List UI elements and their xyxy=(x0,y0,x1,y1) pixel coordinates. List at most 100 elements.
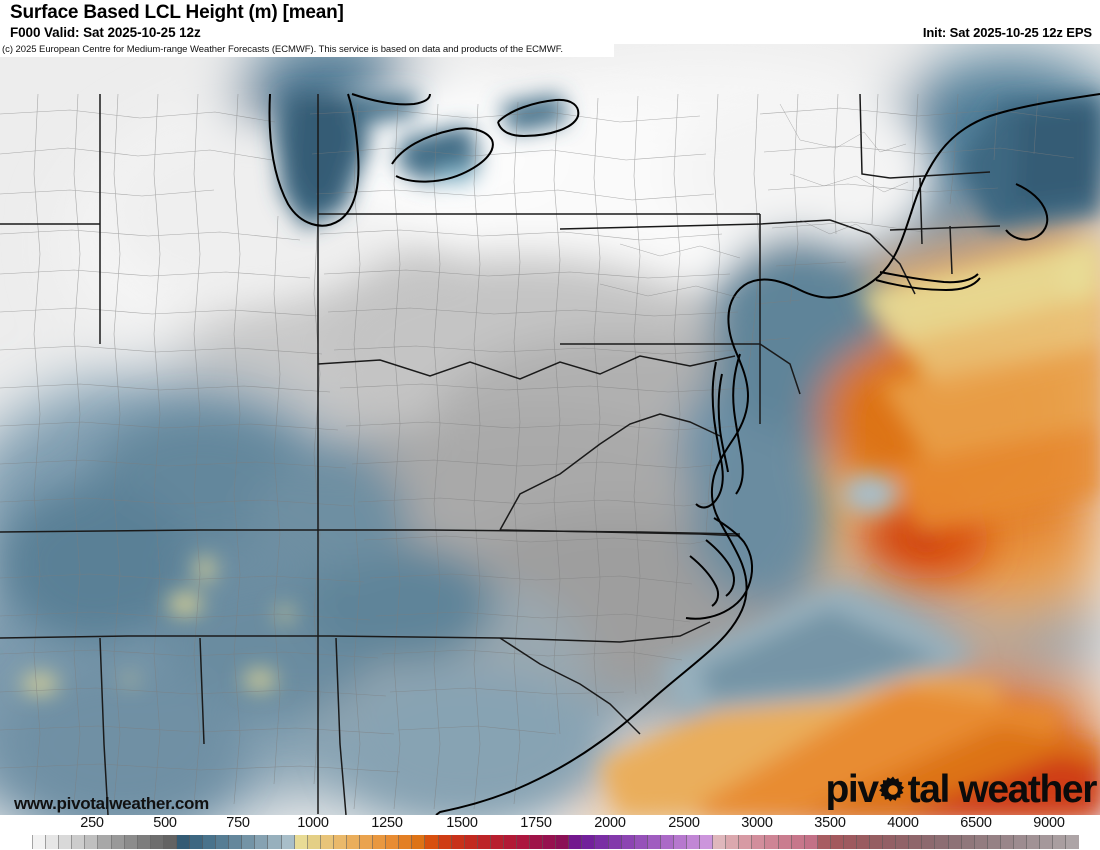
website-url[interactable]: www.pivotalweather.com xyxy=(14,794,209,813)
colorbar-swatch xyxy=(686,835,701,849)
colorbar-swatch xyxy=(386,835,400,849)
colorbar-tick-1250: 1250 xyxy=(371,815,403,831)
colorbar-swatch xyxy=(399,835,413,849)
colorbar-swatch xyxy=(98,835,112,849)
colorbar-swatch xyxy=(817,835,831,849)
colorbar-tick-6500: 6500 xyxy=(960,815,992,831)
colorbar-swatch xyxy=(595,835,609,849)
colorbar-swatch xyxy=(1040,835,1054,849)
colorbar-swatch xyxy=(843,835,857,849)
colorbar-swatch xyxy=(242,835,256,849)
colorbar-swatch xyxy=(307,835,321,849)
colorbar-swatch xyxy=(909,835,923,849)
colorbar-swatch xyxy=(857,835,871,849)
colorbar-swatch xyxy=(896,835,910,849)
colorbar-swatch xyxy=(373,835,387,849)
valid-time-label: F000 Valid: Sat 2025-10-25 12z xyxy=(10,25,201,40)
colorbar-swatch xyxy=(765,835,779,849)
colorbar-swatch xyxy=(660,835,674,849)
colorbar-swatch xyxy=(216,835,230,849)
colorbar[interactable]: 250 500 750 1000 1250 1500 1750 2000 2500 3000 350… xyxy=(0,815,1100,850)
colorbar-swatch xyxy=(634,835,648,849)
colorbar-swatch xyxy=(804,835,818,849)
colorbar-swatch xyxy=(530,835,544,849)
colorbar-swatch xyxy=(20,835,34,849)
colorbar-swatch xyxy=(1066,835,1080,849)
colorbar-tick-750: 750 xyxy=(226,815,250,831)
colorbar-tick-9000: 9000 xyxy=(1033,815,1065,831)
colorbar-swatch xyxy=(281,835,295,849)
colorbar-tick-4000: 4000 xyxy=(887,815,919,831)
colorbar-swatch xyxy=(1000,835,1014,849)
colorbar-tick-1500: 1500 xyxy=(446,815,478,831)
colorbar-swatch xyxy=(543,835,557,849)
colorbar-swatch xyxy=(922,835,936,849)
colorbar-swatch xyxy=(490,835,504,849)
colorbar-swatch xyxy=(752,835,766,849)
colorbar-swatch xyxy=(778,835,792,849)
colorbar-swatch xyxy=(883,835,897,849)
colorbar-swatch xyxy=(46,835,60,849)
colorbar-swatches xyxy=(20,835,1080,849)
colorbar-swatch xyxy=(190,835,204,849)
colorbar-tick-500: 500 xyxy=(153,815,177,831)
colorbar-swatch xyxy=(33,835,47,849)
colorbar-tick-3000: 3000 xyxy=(741,815,773,831)
colorbar-tick-250: 250 xyxy=(80,815,104,831)
colorbar-swatch xyxy=(320,835,334,849)
colorbar-swatch xyxy=(700,835,714,849)
colorbar-swatch xyxy=(111,835,125,849)
colorbar-swatch xyxy=(412,835,426,849)
ecmwf-copyright-text: (c) 2025 European Centre for Medium-rang… xyxy=(2,44,563,55)
colorbar-swatch xyxy=(176,835,191,849)
colorbar-swatch xyxy=(294,835,308,849)
map-header: Surface Based LCL Height (m) [mean] F000… xyxy=(0,0,1100,44)
colorbar-swatch xyxy=(647,835,661,849)
colorbar-swatch xyxy=(59,835,73,849)
colorbar-tick-1000: 1000 xyxy=(297,815,329,831)
colorbar-swatch xyxy=(503,835,517,849)
colorbar-swatch xyxy=(791,835,805,849)
colorbar-swatch xyxy=(948,835,962,849)
colorbar-swatch xyxy=(464,835,478,849)
page-title: Surface Based LCL Height (m) [mean] xyxy=(10,2,344,23)
logo-text-pre: piv xyxy=(825,768,880,811)
colorbar-swatch xyxy=(477,835,491,849)
colorbar-swatch xyxy=(438,835,452,849)
logo-text-post: tal weather xyxy=(907,768,1098,811)
colorbar-swatch xyxy=(451,835,465,849)
colorbar-swatch xyxy=(1053,835,1067,849)
colorbar-swatch xyxy=(608,835,622,849)
colorbar-tick-1750: 1750 xyxy=(520,815,552,831)
colorbar-tick-2500: 2500 xyxy=(668,815,700,831)
ecmwf-copyright-banner: (c) 2025 European Centre for Medium-rang… xyxy=(0,44,614,57)
colorbar-tick-2000: 2000 xyxy=(594,815,626,831)
colorbar-swatch xyxy=(150,835,164,849)
colorbar-swatch xyxy=(935,835,949,849)
colorbar-swatch xyxy=(569,835,583,849)
colorbar-swatch xyxy=(268,835,282,849)
coastline xyxy=(268,93,1100,815)
colorbar-swatch xyxy=(333,835,347,849)
colorbar-swatch xyxy=(870,835,884,849)
colorbar-swatch xyxy=(621,835,635,849)
colorbar-swatch xyxy=(1027,835,1041,849)
colorbar-swatch xyxy=(726,835,740,849)
state-borders xyxy=(0,93,1001,815)
colorbar-swatch xyxy=(516,835,531,849)
colorbar-swatch xyxy=(582,835,596,849)
forecast-map-canvas[interactable] xyxy=(0,44,1100,815)
colorbar-swatch xyxy=(72,835,86,849)
colorbar-swatch xyxy=(673,835,687,849)
colorbar-swatch xyxy=(137,835,151,849)
gear-icon xyxy=(878,773,908,812)
colorbar-swatch xyxy=(425,835,439,849)
colorbar-swatch xyxy=(229,835,243,849)
colorbar-swatch xyxy=(255,835,269,849)
colorbar-swatch xyxy=(1013,835,1028,849)
colorbar-swatch xyxy=(85,835,99,849)
pivotal-weather-logo[interactable]: piv tal weather xyxy=(825,768,1098,812)
colorbar-swatch xyxy=(830,835,844,849)
colorbar-swatch xyxy=(556,835,570,849)
